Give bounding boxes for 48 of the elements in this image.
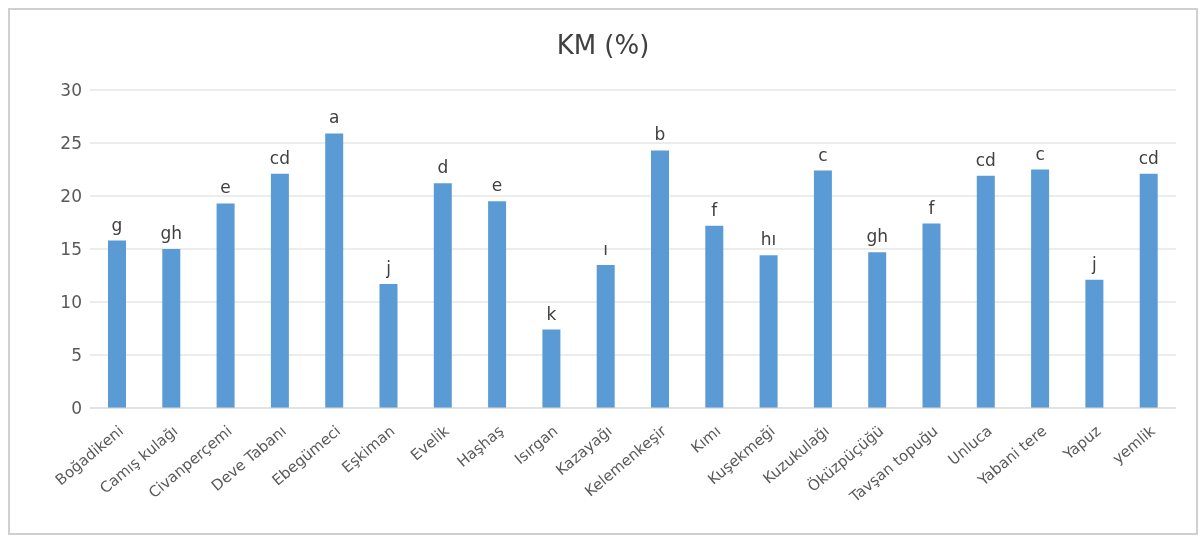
y-tick-label: 15 <box>60 239 82 260</box>
data-label: cd <box>269 147 290 168</box>
bar <box>922 223 941 408</box>
y-tick-label: 25 <box>60 133 82 154</box>
bar <box>813 170 832 408</box>
data-label: g <box>111 214 123 235</box>
data-label: e <box>220 177 231 198</box>
data-label: gh <box>160 223 183 243</box>
bar <box>216 203 235 408</box>
bar <box>759 255 778 408</box>
data-label: a <box>328 107 340 128</box>
data-label: cd <box>975 149 996 170</box>
bar <box>705 225 724 408</box>
data-label: hı <box>760 229 777 250</box>
bar <box>542 329 561 408</box>
y-tick-label: 0 <box>71 398 82 419</box>
bar <box>976 175 995 408</box>
bar <box>325 133 344 408</box>
data-label: f <box>928 197 936 218</box>
bar <box>379 283 398 408</box>
data-label: b <box>654 124 666 145</box>
data-label: c <box>818 144 828 165</box>
data-label: d <box>437 157 449 178</box>
bar <box>488 201 507 408</box>
bar <box>651 150 669 408</box>
bar <box>1031 169 1050 408</box>
data-label: j <box>1091 253 1097 274</box>
bar <box>1085 279 1104 408</box>
bar <box>596 264 615 408</box>
y-tick-label: 10 <box>60 292 82 313</box>
bar <box>1139 173 1158 408</box>
data-label: ı <box>603 238 609 259</box>
data-label: e <box>491 175 503 196</box>
bar <box>868 252 887 408</box>
data-label: c <box>1035 143 1045 164</box>
data-label: f <box>711 199 719 220</box>
y-tick-label: 20 <box>60 186 82 207</box>
y-tick-label: 30 <box>60 80 82 101</box>
chart-title: KM (%) <box>555 29 651 62</box>
bar <box>433 183 452 408</box>
bar <box>270 173 289 408</box>
data-label: j <box>385 257 391 278</box>
bar <box>162 249 181 408</box>
bar <box>108 240 126 408</box>
data-label: cd <box>1138 147 1159 168</box>
data-label: gh <box>866 226 888 247</box>
y-tick-label: 5 <box>71 345 82 366</box>
data-label: k <box>546 303 557 324</box>
